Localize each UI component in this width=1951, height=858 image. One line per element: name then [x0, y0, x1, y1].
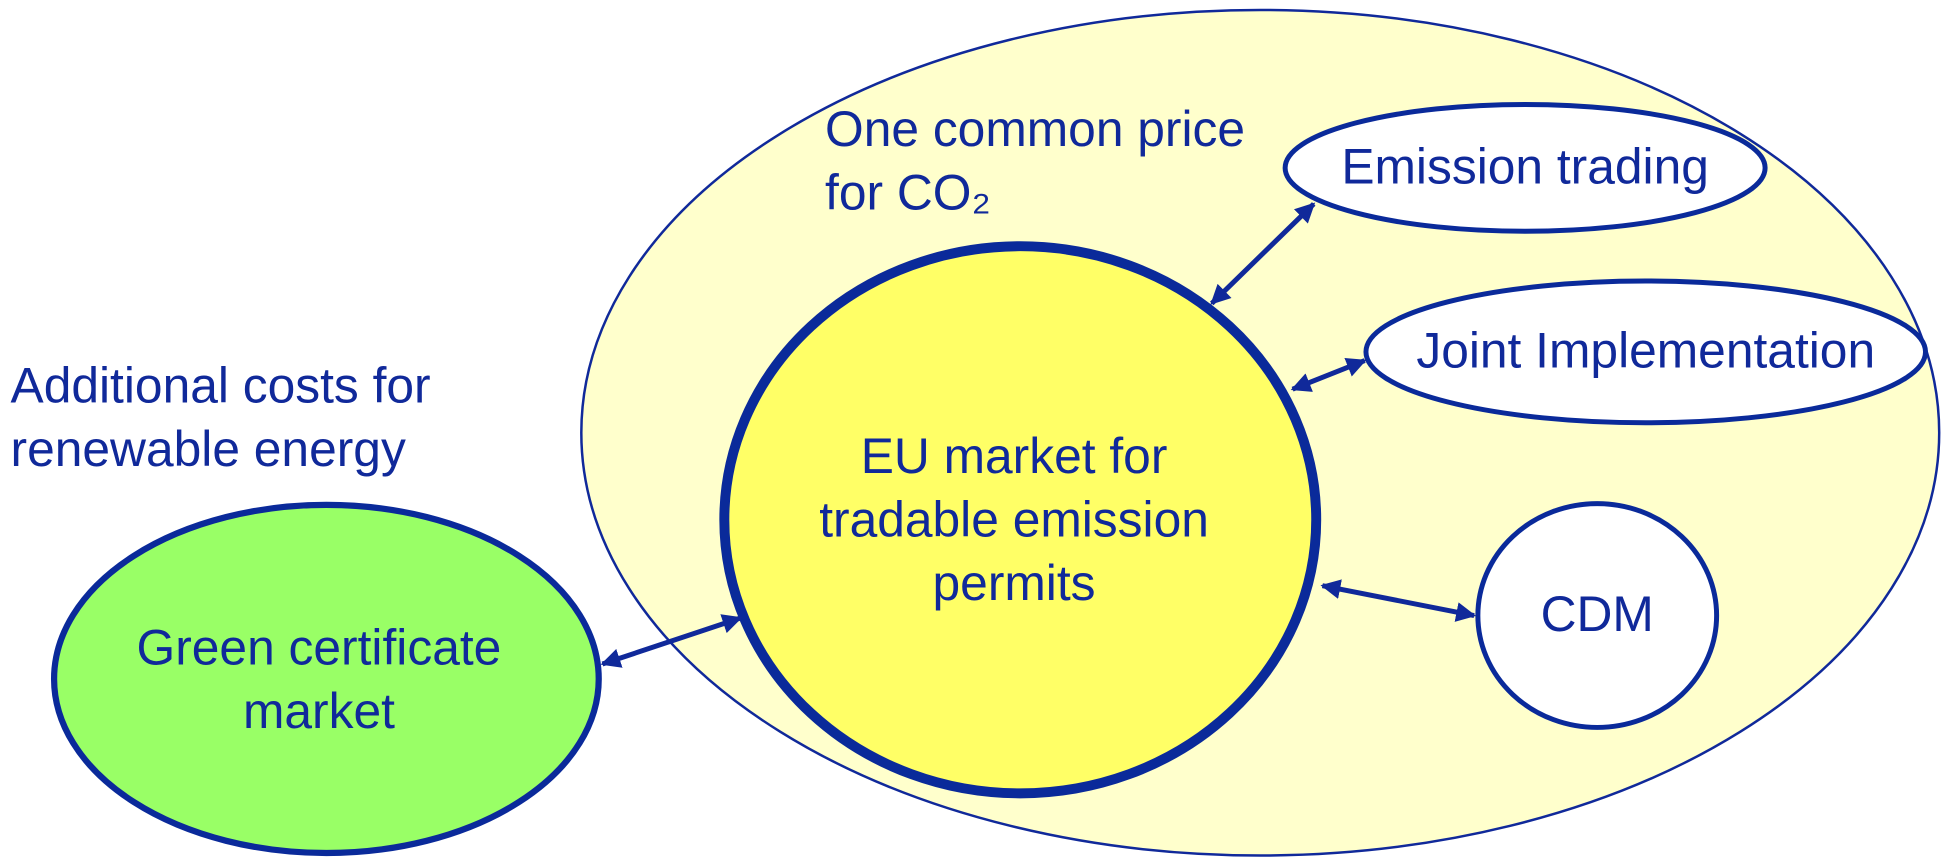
joint-implementation-node — [1363, 278, 1929, 426]
emission-trading-node — [1282, 101, 1768, 234]
region-label: for CO₂ — [825, 165, 991, 221]
node-label: Joint Implementation — [1416, 323, 1875, 379]
node-label: EU market for — [861, 428, 1168, 484]
annotation: renewable energy — [11, 421, 406, 477]
node-label: Green certificate — [137, 620, 502, 676]
node-label: market — [243, 683, 395, 739]
arrow — [1290, 357, 1367, 392]
labels: One common price for CO₂ Additional costs … — [11, 101, 1876, 739]
region-label: One common price — [825, 101, 1245, 157]
green-certificate-node — [50, 501, 602, 857]
arrow — [1320, 579, 1477, 622]
arrow — [1210, 202, 1316, 306]
cdm-node — [1475, 501, 1720, 730]
node-label: Emission trading — [1341, 138, 1709, 194]
eu-market-node — [719, 241, 1322, 799]
node-label: CDM — [1541, 586, 1654, 642]
arrow — [600, 614, 743, 668]
node-label: tradable emission — [819, 492, 1209, 548]
annotation: Additional costs for — [11, 357, 431, 413]
node-label: permits — [933, 555, 1096, 611]
